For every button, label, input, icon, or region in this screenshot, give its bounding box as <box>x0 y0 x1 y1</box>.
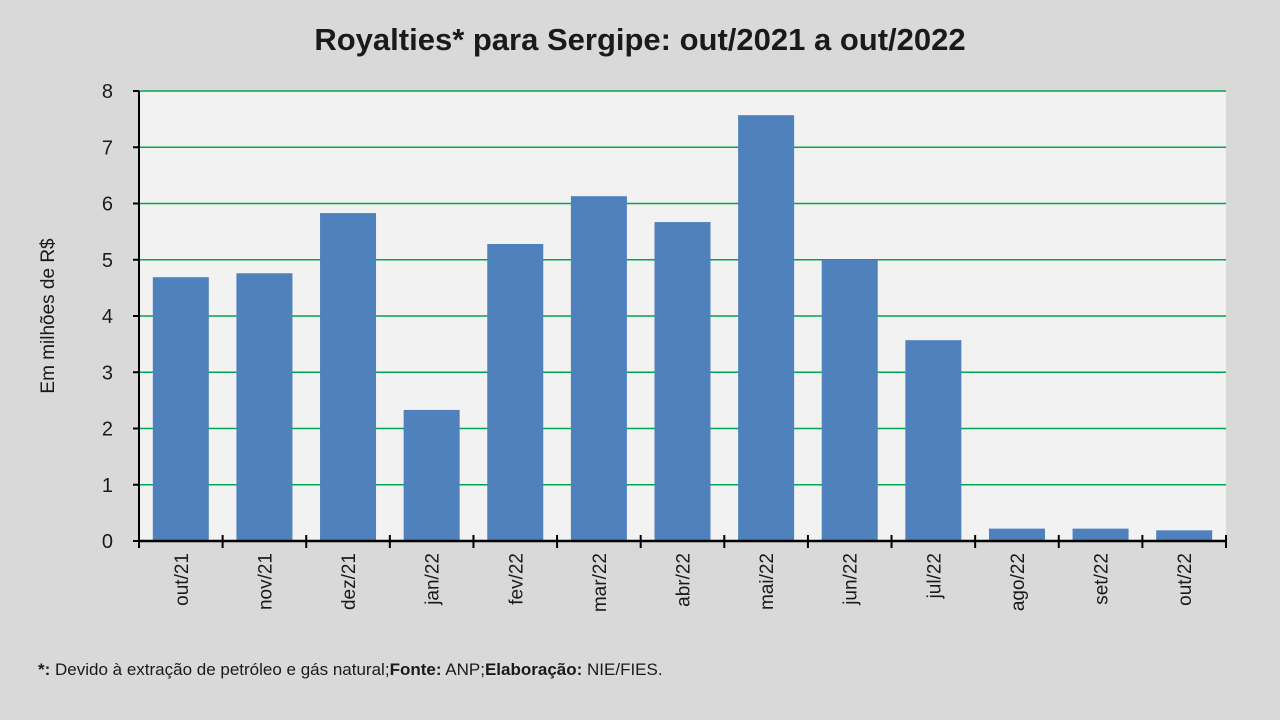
y-tick-label: 0 <box>102 531 113 553</box>
bar-nov-21 <box>236 273 293 541</box>
bar-out-21 <box>152 277 209 541</box>
x-tick-label: out/21 <box>172 553 193 606</box>
x-tick-label: out/22 <box>1175 553 1196 606</box>
x-tick-label: set/22 <box>1092 553 1113 605</box>
elaboration-label: Elaboração: <box>484 660 583 679</box>
bar-ago-22 <box>988 528 1045 541</box>
x-tick-label: jul/22 <box>924 553 945 599</box>
note-marker: *: <box>38 660 51 679</box>
x-tick-label: fev/22 <box>506 553 527 605</box>
y-tick-label: 5 <box>102 250 113 272</box>
bar-out-22 <box>1156 530 1213 541</box>
bar-jun-22 <box>821 259 878 541</box>
source-text: ANP; <box>441 660 485 679</box>
y-tick-label: 1 <box>102 475 113 497</box>
note-text: Devido à extração de petróleo e gás natu… <box>50 660 390 679</box>
bar-mar-22 <box>570 196 627 541</box>
y-tick-label: 3 <box>102 362 113 384</box>
x-tick-label: jan/22 <box>423 553 444 606</box>
x-tick-label: dez/21 <box>339 553 360 610</box>
y-tick-label: 8 <box>102 81 113 103</box>
bar-jan-22 <box>403 409 460 541</box>
x-tick-label: nov/21 <box>255 553 276 610</box>
y-tick-label: 7 <box>102 137 113 159</box>
bar-abr-22 <box>654 222 711 541</box>
chart-footnote: *: Devido à extração de petróleo e gás n… <box>38 660 663 680</box>
source-label: Fonte: <box>389 660 442 679</box>
y-tick-label: 2 <box>102 419 113 441</box>
bar-set-22 <box>1072 528 1129 541</box>
x-tick-label: mai/22 <box>757 553 778 610</box>
y-tick-label: 4 <box>102 306 113 328</box>
y-tick-label: 6 <box>102 194 113 216</box>
chart-title: Royalties* para Sergipe: out/2021 a out/… <box>314 22 966 57</box>
x-tick-label: jun/22 <box>841 553 862 606</box>
bar-fev-22 <box>487 244 544 541</box>
x-tick-label: abr/22 <box>674 553 695 607</box>
bar-dez-21 <box>320 213 377 541</box>
x-tick-label: ago/22 <box>1008 553 1029 611</box>
x-tick-label: mar/22 <box>590 553 611 612</box>
bar-jul-22 <box>905 340 962 541</box>
y-axis-label: Em milhões de R$ <box>38 238 59 394</box>
elaboration-text: NIE/FIES. <box>582 660 663 679</box>
bar-mai-22 <box>738 115 795 541</box>
